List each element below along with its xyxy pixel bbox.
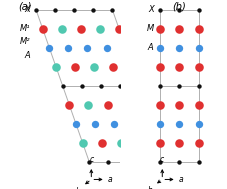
Point bbox=[131, 123, 135, 126]
Point bbox=[124, 104, 128, 107]
Point bbox=[196, 27, 200, 30]
Point bbox=[105, 104, 109, 107]
Point bbox=[158, 161, 161, 164]
Point bbox=[47, 46, 51, 49]
Point bbox=[196, 161, 200, 164]
Point bbox=[144, 161, 148, 164]
Point bbox=[110, 8, 114, 11]
Point bbox=[106, 161, 110, 164]
Point bbox=[196, 46, 200, 49]
Point bbox=[158, 46, 161, 49]
Point bbox=[66, 46, 70, 49]
Point bbox=[177, 65, 180, 68]
Point bbox=[177, 27, 180, 30]
Text: a: a bbox=[107, 175, 112, 184]
Text: c: c bbox=[159, 155, 164, 164]
Point bbox=[177, 142, 180, 145]
Point bbox=[61, 84, 64, 88]
Point bbox=[41, 27, 44, 30]
Point bbox=[123, 46, 127, 49]
Point bbox=[104, 46, 108, 49]
Point bbox=[118, 142, 122, 145]
Point bbox=[60, 27, 63, 30]
Point bbox=[177, 84, 180, 88]
Point bbox=[111, 65, 115, 68]
Point bbox=[158, 8, 161, 11]
Point bbox=[54, 65, 58, 68]
Point bbox=[150, 123, 153, 126]
Point bbox=[157, 142, 160, 145]
Text: (a): (a) bbox=[18, 2, 31, 12]
Text: M¹: M¹ bbox=[20, 24, 30, 33]
Point bbox=[91, 8, 95, 11]
Point bbox=[117, 27, 120, 30]
Text: M: M bbox=[146, 24, 153, 33]
Point bbox=[100, 142, 103, 145]
Text: X: X bbox=[147, 5, 153, 14]
Point bbox=[53, 8, 57, 11]
Point bbox=[196, 142, 200, 145]
Text: (b): (b) bbox=[171, 2, 185, 12]
Point bbox=[163, 161, 167, 164]
Point bbox=[125, 161, 129, 164]
Text: A: A bbox=[147, 43, 153, 52]
Point bbox=[79, 27, 82, 30]
Text: b: b bbox=[147, 186, 152, 189]
Point bbox=[80, 84, 83, 88]
Point bbox=[196, 8, 200, 11]
Text: X: X bbox=[24, 5, 30, 14]
Point bbox=[158, 65, 161, 68]
Point bbox=[196, 123, 200, 126]
Point bbox=[81, 142, 84, 145]
Text: c: c bbox=[89, 155, 93, 164]
Point bbox=[92, 65, 96, 68]
Point bbox=[177, 8, 180, 11]
Point bbox=[196, 84, 200, 88]
Text: b: b bbox=[76, 187, 80, 189]
Point bbox=[158, 27, 161, 30]
Point bbox=[177, 161, 180, 164]
Point bbox=[158, 104, 161, 107]
Point bbox=[85, 46, 89, 49]
Point bbox=[34, 8, 38, 11]
Point bbox=[177, 46, 180, 49]
Point bbox=[158, 123, 161, 126]
Point bbox=[72, 8, 76, 11]
Point bbox=[158, 142, 161, 145]
Point bbox=[196, 65, 200, 68]
Text: M²: M² bbox=[20, 37, 30, 46]
Point bbox=[177, 104, 180, 107]
Point bbox=[67, 104, 71, 107]
Point bbox=[93, 123, 96, 126]
Point bbox=[73, 65, 76, 68]
Point bbox=[86, 104, 90, 107]
Text: a: a bbox=[178, 175, 182, 184]
Text: A: A bbox=[24, 51, 30, 60]
Point bbox=[99, 84, 102, 88]
Point bbox=[138, 142, 141, 145]
Point bbox=[158, 84, 161, 88]
Point bbox=[87, 161, 91, 164]
Point bbox=[177, 123, 180, 126]
Point bbox=[118, 84, 121, 88]
Point bbox=[143, 104, 147, 107]
Point bbox=[98, 27, 101, 30]
Point bbox=[130, 65, 134, 68]
Point bbox=[196, 104, 200, 107]
Point bbox=[74, 123, 77, 126]
Point bbox=[137, 84, 140, 88]
Point bbox=[112, 123, 116, 126]
